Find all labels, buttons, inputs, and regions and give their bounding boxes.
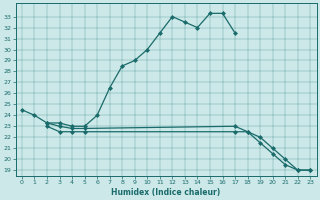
- X-axis label: Humidex (Indice chaleur): Humidex (Indice chaleur): [111, 188, 221, 197]
